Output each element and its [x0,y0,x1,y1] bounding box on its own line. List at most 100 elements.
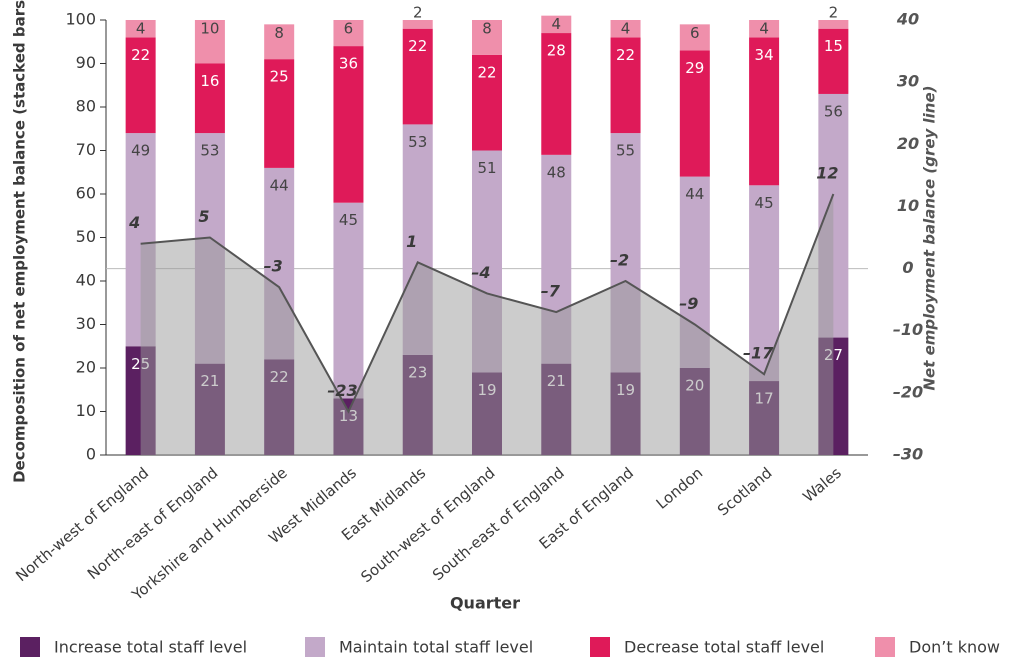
line [140,193,835,414]
legend-swatch [590,637,610,657]
x-tick-label: Wales [799,464,845,506]
bar-value-label: 6 [344,20,354,38]
x-tick-label: South-east of England [429,464,568,585]
bar-value-label: 51 [477,159,496,177]
bar-value-label: 34 [755,46,774,64]
x-tick-label: Scotland [714,464,776,520]
line-value-label: –2 [610,251,629,270]
bar-value-label: 15 [824,37,843,55]
bar-segment [541,15,572,34]
y2-tick-label: –10 [893,320,923,339]
bar-value-label: 56 [824,102,843,120]
y2-tick-label: 40 [896,10,919,29]
y-tick-label: 60 [76,184,96,203]
bar-segment [472,20,502,55]
legend-label: Decrease total staff level [624,638,824,657]
bar-segment [818,20,849,29]
legend-label: Maintain total staff level [339,638,533,657]
bar-value-label: 4 [759,20,769,38]
bar-segment [679,24,710,51]
y-tick-label: 90 [76,53,96,72]
bar-value-label: 53 [200,142,219,160]
bar-segment [333,20,364,47]
bar-segment [333,46,364,203]
bar-value-label: 29 [685,59,704,77]
legend-label: Increase total staff level [54,638,247,657]
y2-tick-label: –30 [893,445,923,464]
x-tick-label: South-west of England [357,464,498,586]
bar-segment [264,59,295,168]
bar-value-label: 22 [477,63,496,81]
y-axis-title: Decomposition of net employment balance … [11,0,29,483]
y2-tick-label: 30 [897,72,919,91]
bar-value-label: 4 [136,20,146,38]
y2-tick-label: 10 [897,196,919,215]
line-value-label: –17 [743,344,774,363]
bar-value-label: 4 [551,15,561,33]
legend-swatch [305,637,325,657]
bar-segment [402,20,433,29]
bar-value-label: 8 [482,20,492,38]
bar-value-label: 45 [755,194,774,212]
bar-segment [749,37,780,186]
bar-segment [194,20,225,64]
legend-label: Don’t know [909,638,1000,657]
bar-segment [264,24,295,60]
y-tick-label: 50 [76,227,96,246]
bar-segment [402,28,433,125]
bar-value-label: 48 [547,163,566,181]
line-value-label: –4 [471,263,490,282]
y2-tick-label: 0 [902,258,913,277]
y-tick-label: 30 [76,314,96,333]
bar-value-label: 44 [685,185,704,203]
bar-segment [333,202,364,399]
bar-segment [125,37,156,134]
line-area [140,194,834,455]
line-value-label: –9 [679,294,698,313]
line-value-label: 1 [406,232,417,251]
line-value-label: 4 [128,213,140,232]
bar-segment [818,28,849,94]
bar-value-label: 28 [547,42,566,60]
bar-value-label: 22 [616,46,635,64]
y2-tick-label: 20 [897,134,919,153]
bar-value-label: 16 [200,72,219,90]
bar-value-label: 8 [274,24,284,42]
y-tick-label: 40 [76,271,96,290]
line-value-label: –23 [327,381,357,400]
legend-swatch [875,637,895,657]
y-tick-label: 10 [76,401,96,420]
bar-segment [472,54,502,151]
bar-value-label: 22 [408,37,427,55]
bar-value-label: 2 [829,4,839,22]
bar-value-label: 49 [131,142,150,160]
bar-segment [541,33,572,155]
bar-segment [610,20,641,38]
x-tick-label: London [653,464,707,513]
bar-value-label: 36 [339,55,358,73]
y-tick-label: 70 [76,140,96,159]
bar-value-label: 25 [270,68,289,86]
y2-tick-label: –20 [893,382,923,401]
legend-swatch [20,637,40,657]
bar-value-label: 22 [131,46,150,64]
line-value-label: 12 [816,164,838,183]
line-value-label: 5 [198,207,209,226]
bar-segment [194,63,225,134]
bar-value-label: 44 [270,176,289,194]
line-value-label: –7 [541,282,561,301]
x-tick-label: North-west of England [12,464,152,585]
line-value-label: –3 [264,257,283,276]
bar-segment [610,37,641,134]
bar-value-label: 45 [339,211,358,229]
x-axis-title: Quarter [450,594,520,613]
y-tick-label: 20 [76,358,96,377]
bar-value-label: 53 [408,133,427,151]
bar-value-label: 10 [200,20,219,38]
bar-segment [749,20,780,38]
x-tick-label: North-east of England [84,464,221,583]
bar-value-label: 4 [621,20,631,38]
bar-value-label: 6 [690,24,700,42]
bar-value-label: 2 [413,4,423,22]
